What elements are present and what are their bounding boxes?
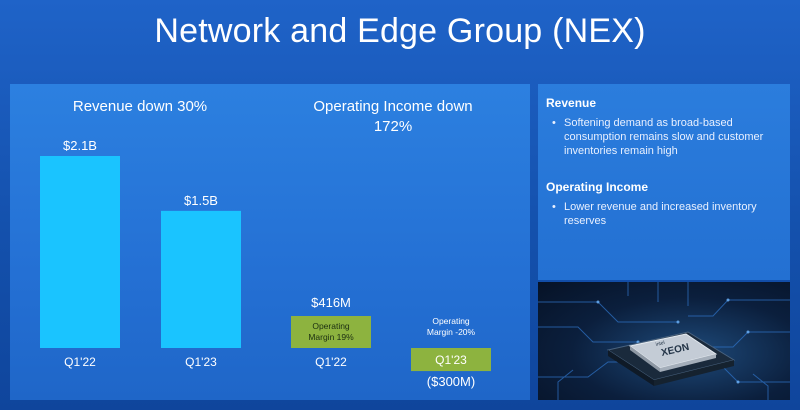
bullet-icon: • [552,117,556,129]
revenue-x-tick-label: Q1'22 [64,355,96,369]
operating-margin-annotation: Margin -20% [427,327,476,337]
operating-margin-annotation: Operating [312,321,350,331]
operating-margin-annotation: Margin 19% [308,332,354,342]
operating-income-chart-title: Operating Income down 172% [313,98,473,135]
revenue-bar [161,210,241,348]
xeon-processor-image: intel XEON [538,282,790,400]
revenue-bullet: • Softening demand as broad-based consum… [552,116,786,158]
bullet-icon: • [552,201,556,213]
chart-panel: $2.1B Q1'22 $1.5B Q1'23 $416M Q1'22 Operating M… [10,84,530,400]
operating-income-data-label: ($300M) [427,374,475,389]
revenue-data-label: $2.1B [63,138,97,153]
revenue-section-title: Revenue [546,96,597,110]
operating-income-bullet: • Lower revenue and increased inventory … [552,200,786,228]
revenue-bar [40,156,120,348]
slide-title: Network and Edge Group (NEX) [154,12,646,50]
operating-income-data-label: $416M [311,295,351,310]
revenue-bullet-text: Softening demand as broad-based consumpt… [564,117,764,157]
chip-brand-text: intel [655,340,665,348]
circuit-board-illustration: intel XEON [538,282,790,400]
revenue-x-tick-label: Q1'23 [185,355,217,369]
processor-chip: intel XEON [606,331,736,386]
operating-income-bullet-text: Lower revenue and increased inventory re… [564,201,757,227]
charts-svg: $2.1BQ1'22$1.5BQ1'23$416MQ1'22OperatingM… [40,138,491,389]
operating-income-bar [291,316,371,348]
operating-margin-annotation: Operating [432,316,470,326]
commentary-panel: Revenue • Softening demand as broad-base… [538,84,790,280]
operating-income-x-tick-label: Q1'22 [315,355,347,369]
revenue-chart-title: Revenue down 30% [72,98,208,115]
revenue-data-label: $1.5B [184,193,218,208]
operating-income-section-title: Operating Income [546,180,649,194]
operating-income-x-tick-label: Q1'23 [435,353,467,367]
operating-income-bar [411,348,491,372]
